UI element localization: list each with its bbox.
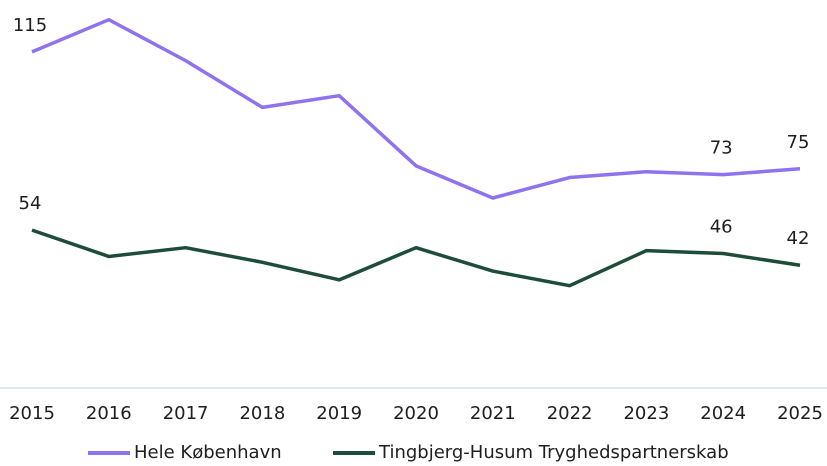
series-line bbox=[31, 17, 801, 200]
x-tick-label: 2021 bbox=[470, 403, 516, 424]
data-label: 115 bbox=[13, 15, 47, 36]
x-tick-label: 2017 bbox=[163, 403, 209, 424]
x-tick-label: 2018 bbox=[239, 403, 285, 424]
data-label: 75 bbox=[787, 132, 810, 153]
x-tick-label: 2019 bbox=[316, 403, 362, 424]
series-line bbox=[31, 228, 801, 288]
x-tick-label: 2025 bbox=[777, 403, 823, 424]
x-tick-label: 2020 bbox=[393, 403, 439, 424]
data-label: 42 bbox=[787, 228, 810, 249]
data-label: 54 bbox=[19, 193, 42, 214]
data-label: 73 bbox=[710, 138, 733, 159]
legend-label: Tingbjerg-Husum Tryghedspartnerskab bbox=[378, 442, 729, 463]
x-tick-label: 2015 bbox=[9, 403, 55, 424]
x-tick-label: 2022 bbox=[547, 403, 593, 424]
x-tick-label: 2023 bbox=[623, 403, 669, 424]
data-label: 46 bbox=[710, 217, 733, 238]
legend-label: Hele København bbox=[134, 442, 282, 463]
x-tick-label: 2024 bbox=[700, 403, 746, 424]
x-tick-label: 2016 bbox=[86, 403, 132, 424]
